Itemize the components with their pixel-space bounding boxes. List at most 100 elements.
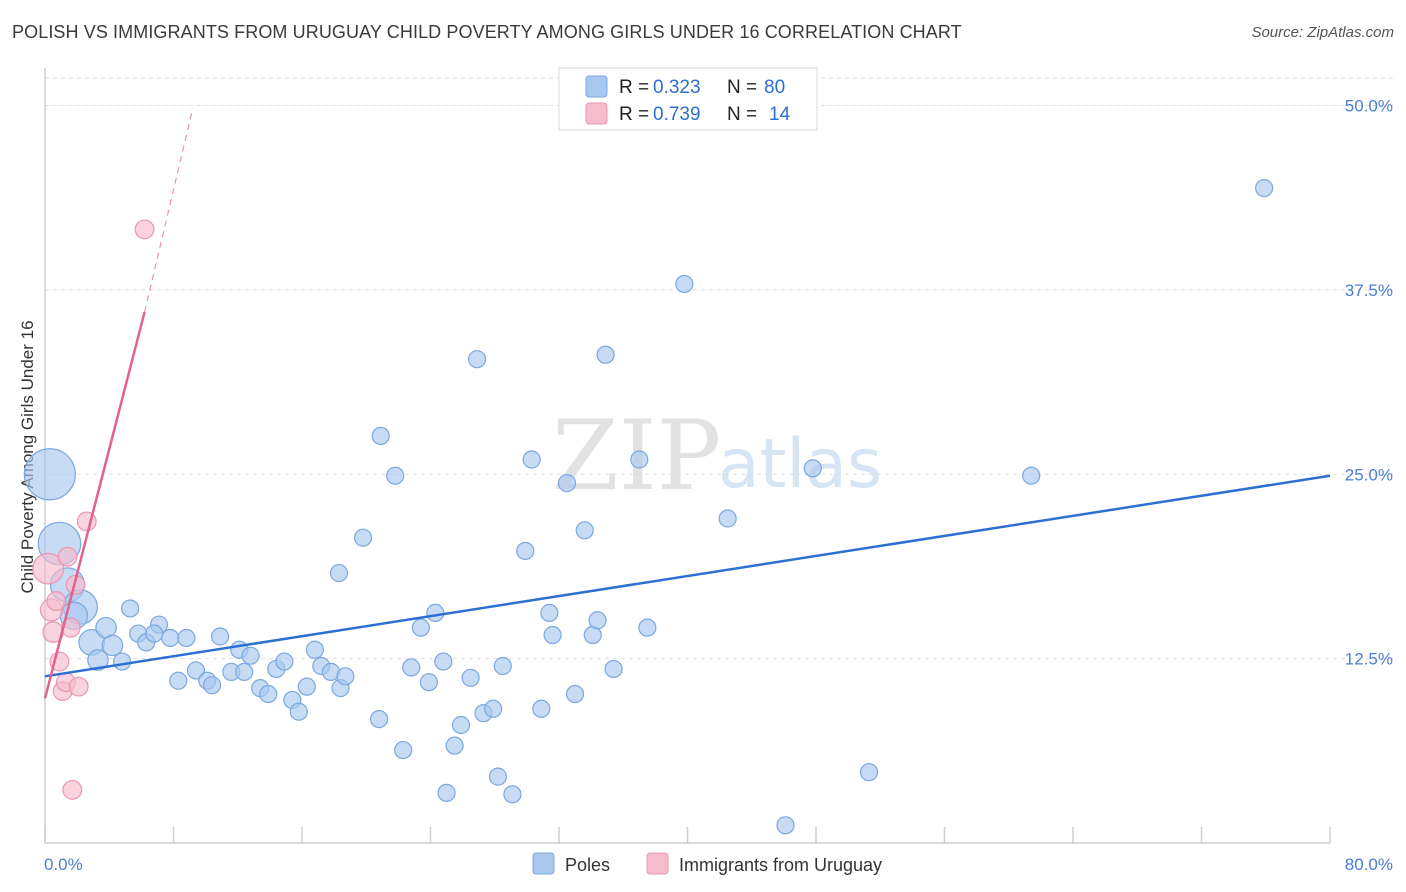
legend-n-label-uruguay: N = bbox=[727, 104, 757, 125]
uruguay-point-9 bbox=[62, 779, 83, 800]
poles-point-70 bbox=[604, 659, 623, 679]
poles-point-33 bbox=[305, 640, 324, 659]
poles-point-18 bbox=[186, 661, 206, 680]
poles-point-79 bbox=[1255, 179, 1274, 198]
correlation-legend: R = 0.323 N = 80 R = 0.739 N = 14 bbox=[558, 67, 818, 131]
poles-point-52 bbox=[461, 668, 480, 687]
poles-point-60 bbox=[522, 450, 541, 469]
y-tick-label-3: 50.0% bbox=[1345, 97, 1393, 116]
poles-point-39 bbox=[353, 528, 373, 547]
poles-point-8 bbox=[101, 634, 124, 657]
poles-point-37 bbox=[336, 667, 355, 686]
poles-point-0 bbox=[23, 448, 76, 501]
poles-point-27 bbox=[259, 684, 278, 704]
uruguay-trend-line bbox=[43, 311, 146, 699]
legend-r-label-uruguay: R = bbox=[619, 104, 649, 125]
poles-point-76 bbox=[803, 459, 822, 478]
poles-point-53 bbox=[467, 350, 487, 369]
poles-point-51 bbox=[451, 715, 471, 735]
y-tick-label-2: 37.5% bbox=[1345, 281, 1393, 300]
poles-point-74 bbox=[718, 509, 737, 528]
poles-point-10 bbox=[121, 599, 140, 618]
poles-point-77 bbox=[859, 763, 879, 782]
series-legend: Poles Immigrants from Uruguay bbox=[532, 852, 882, 875]
poles-point-50 bbox=[445, 736, 464, 755]
poles-point-15 bbox=[161, 628, 180, 648]
poles-point-69 bbox=[596, 345, 615, 364]
poles-point-20 bbox=[202, 676, 222, 695]
poles-point-31 bbox=[289, 702, 308, 721]
legend-swatch-uruguay bbox=[585, 102, 608, 125]
poles-point-41 bbox=[371, 426, 390, 445]
poles-point-21 bbox=[210, 627, 230, 646]
y-axis-label: Child Poverty Among Girls Under 16 bbox=[18, 320, 37, 593]
poles-point-6 bbox=[87, 649, 109, 671]
uruguay-point-8 bbox=[60, 617, 81, 638]
chart-title: POLISH VS IMMIGRANTS FROM URUGUAY CHILD … bbox=[12, 22, 962, 42]
uruguay-point-7 bbox=[57, 546, 78, 567]
uruguay-point-13 bbox=[134, 219, 155, 240]
poles-point-72 bbox=[638, 618, 657, 637]
uruguay-point-3 bbox=[46, 591, 67, 612]
poles-point-59 bbox=[516, 541, 535, 561]
legend-r-value-poles: 0.323 bbox=[653, 77, 701, 98]
poles-point-29 bbox=[275, 652, 294, 671]
poles-point-56 bbox=[488, 767, 508, 786]
poles-point-32 bbox=[297, 677, 316, 696]
bottom-legend-label-poles: Poles bbox=[565, 855, 610, 875]
poles-point-64 bbox=[557, 474, 577, 493]
poles-point-24 bbox=[235, 662, 254, 682]
y-tick-labels: 12.5% 25.0% 37.5% 50.0% bbox=[1345, 97, 1393, 669]
poles-point-68 bbox=[588, 611, 607, 630]
x-axis-ticks bbox=[44, 827, 1331, 843]
legend-n-value-poles: 80 bbox=[764, 77, 785, 98]
poles-point-63 bbox=[543, 625, 562, 645]
poles-point-57 bbox=[493, 656, 512, 676]
poles-point-25 bbox=[241, 646, 260, 665]
poles-point-43 bbox=[394, 740, 413, 760]
y-tick-label-0: 12.5% bbox=[1345, 650, 1393, 669]
poles-point-40 bbox=[370, 709, 389, 729]
uruguay-points bbox=[32, 219, 155, 800]
uruguay-trend-extension bbox=[144, 108, 194, 313]
bottom-legend-swatch-poles bbox=[532, 852, 555, 875]
bottom-legend-label-uruguay: Immigrants from Uruguay bbox=[679, 855, 882, 875]
poles-point-47 bbox=[426, 603, 445, 623]
poles-point-75 bbox=[776, 816, 795, 835]
poles-point-62 bbox=[540, 603, 559, 623]
bottom-legend-swatch-uruguay bbox=[646, 852, 669, 875]
legend-r-label-poles: R = bbox=[619, 77, 649, 98]
legend-r-value-uruguay: 0.739 bbox=[653, 104, 701, 125]
trend-lines bbox=[43, 108, 1331, 699]
poles-point-14 bbox=[145, 624, 164, 643]
poles-point-48 bbox=[434, 652, 453, 671]
poles-point-44 bbox=[402, 658, 421, 677]
x-tick-label-max: 80.0% bbox=[1345, 855, 1393, 874]
poles-point-71 bbox=[630, 450, 649, 469]
poles-point-78 bbox=[1022, 466, 1041, 485]
poles-point-66 bbox=[575, 521, 594, 540]
y-tick-label-1: 25.0% bbox=[1345, 465, 1393, 484]
poles-point-55 bbox=[484, 699, 503, 718]
poles-point-49 bbox=[437, 783, 456, 802]
poles-point-42 bbox=[386, 466, 405, 485]
poles-point-58 bbox=[503, 785, 522, 804]
watermark-atlas: atlas bbox=[718, 425, 882, 504]
uruguay-point-11 bbox=[68, 676, 89, 697]
x-tick-label-min: 0.0% bbox=[44, 855, 83, 874]
legend-swatch-poles bbox=[585, 75, 608, 98]
poles-point-45 bbox=[411, 618, 430, 637]
poles-point-17 bbox=[177, 628, 196, 648]
poles-point-16 bbox=[169, 671, 188, 690]
poles-point-9 bbox=[112, 652, 132, 671]
poles-point-46 bbox=[419, 673, 438, 692]
poles-point-65 bbox=[565, 684, 585, 704]
legend-n-value-uruguay: 14 bbox=[769, 104, 791, 125]
poles-point-38 bbox=[329, 563, 349, 583]
poles-trend-line bbox=[44, 474, 1331, 678]
legend-n-label-poles: N = bbox=[727, 77, 757, 98]
uruguay-point-0 bbox=[32, 552, 65, 585]
source-label: Source: ZipAtlas.com bbox=[1251, 24, 1394, 41]
poles-point-73 bbox=[675, 274, 694, 294]
